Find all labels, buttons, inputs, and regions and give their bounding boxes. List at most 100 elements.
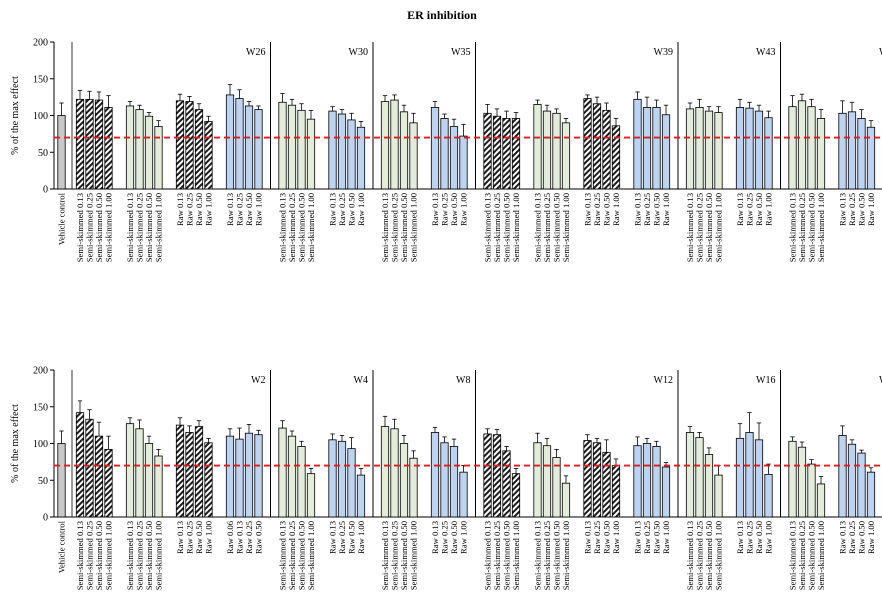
x-tick-label: Raw 0.13 [735, 521, 745, 554]
bar-w43-raw [764, 117, 773, 190]
bar-w39-raw-hatched [592, 103, 602, 190]
x-tick-label: Raw 1.00 [764, 521, 774, 554]
bar-w2-raw-hatched [185, 432, 194, 518]
x-tick-label: Semi-skimmed 0.13 [685, 193, 695, 262]
bar-w2-raw [235, 438, 244, 518]
x-tick-label: Raw 0.13 [633, 193, 643, 226]
x-tick-label: Semi-skimmed 0.50 [297, 193, 307, 262]
bar-w30-semi [278, 101, 287, 190]
bar-w8-raw [440, 442, 449, 518]
bar-w26-semi-hatched [75, 98, 85, 190]
x-tick-label: Raw 0.25 [592, 193, 602, 226]
x-tick-label: Semi-skimmed 0.50 [552, 193, 562, 262]
x-tick-label: Raw 0.50 [254, 521, 264, 554]
bar-w8-semi [409, 457, 418, 518]
x-tick-label: Semi-skimmed 0.25 [797, 193, 807, 262]
x-tick-label: Semi-skimmed 0.25 [85, 193, 95, 262]
x-tick-label: Raw 0.13 [328, 521, 338, 554]
bar-w21-semi [807, 463, 816, 518]
bar-w21-semi [797, 446, 807, 518]
x-tick-label: Semi-skimmed 1.00 [104, 521, 114, 590]
x-tick-label: Semi-skimmed 0.50 [807, 521, 817, 590]
x-tick-label: Raw 0.13 [838, 193, 848, 226]
y-tick-label: 50 [38, 476, 48, 487]
week-label-w16: W16 [756, 375, 775, 386]
bar-w48-raw [866, 126, 876, 190]
x-tick-label: Semi-skimmed 0.50 [297, 521, 307, 590]
x-tick-label: Semi-skimmed 1.00 [511, 521, 521, 590]
bar-w12-semi [561, 482, 571, 518]
bar-w21-raw [857, 452, 866, 518]
bar-w30-raw [337, 113, 347, 190]
x-tick-label: Semi-skimmed 1.00 [714, 193, 724, 262]
x-tick-label: Raw 0.25 [847, 521, 857, 554]
x-tick-label: Semi-skimmed 0.50 [399, 521, 409, 590]
x-tick-label: Semi-skimmed 0.50 [704, 521, 714, 590]
x-tick-label: Raw 1.00 [764, 193, 774, 226]
bar-w26-semi-hatched [94, 99, 104, 190]
x-tick-label: Raw 0.50 [857, 193, 867, 226]
x-tick-label: Semi-skimmed 0.13 [483, 521, 493, 590]
y-tick-label: 100 [33, 111, 48, 122]
x-tick-label: Semi-skimmed 0.50 [807, 193, 817, 262]
bar-w12-semi-hatched [502, 450, 511, 518]
x-tick-label: Raw 1.00 [611, 193, 621, 226]
x-tick-label: Raw 1.00 [661, 193, 671, 226]
bar-w2-semi-hatched [104, 448, 113, 518]
bar-w4-semi [306, 473, 316, 518]
bar-w48-semi [797, 100, 807, 190]
bar-w16-raw [754, 439, 764, 518]
x-tick-label: Semi-skimmed 0.13 [278, 193, 288, 262]
bar-w26-semi [154, 126, 163, 190]
bar-w12-semi [533, 442, 542, 518]
bar-w21-semi [816, 483, 826, 518]
bar-w26-semi [144, 115, 154, 190]
bar-w35-raw [459, 135, 468, 190]
x-tick-label: Raw 0.50 [244, 193, 254, 226]
bar-w4-raw [347, 448, 356, 518]
bar-w12-semi [542, 445, 552, 518]
bar-w26-raw-hatched [175, 100, 185, 190]
bar-w2-semi [144, 443, 154, 518]
bar-w8-semi [399, 443, 409, 518]
bar-w26-semi [125, 105, 135, 190]
bar-w16-raw [764, 473, 773, 518]
x-tick-label: Semi-skimmed 0.13 [125, 193, 135, 262]
x-tick-label: Semi-skimmed 0.13 [278, 521, 288, 590]
bar-vehicle-control [57, 115, 66, 190]
bar-w2-semi-hatched [85, 418, 94, 518]
y-axis-label: % of the max effect [10, 404, 21, 483]
x-tick-label: Semi-skimmed 0.25 [390, 521, 400, 590]
bar-w26-raw [235, 98, 244, 190]
x-tick-label: Raw 0.25 [185, 521, 195, 554]
bar-w43-semi [685, 108, 695, 190]
x-tick-label: Raw 1.00 [611, 521, 621, 554]
x-tick-label: Raw 0.50 [602, 521, 612, 554]
bar-w21-semi [788, 440, 797, 518]
bar-w8-semi [380, 426, 390, 518]
bar-w39-semi-hatched [483, 112, 492, 190]
x-tick-label: Semi-skimmed 1.00 [816, 193, 826, 262]
bar-w39-semi [533, 104, 542, 190]
y-tick-label: 0 [43, 185, 48, 196]
x-tick-label: Semi-skimmed 0.50 [704, 193, 714, 262]
y-tick-label: 0 [43, 513, 48, 524]
bar-w39-raw-hatched [602, 109, 611, 190]
bar-w39-semi [542, 110, 552, 190]
bar-w30-semi [287, 104, 297, 190]
week-label-w8: W8 [456, 375, 470, 386]
x-tick-label: Raw 1.00 [459, 193, 469, 226]
x-tick-label: Raw 1.00 [459, 521, 469, 554]
bar-w2-raw-hatched [175, 424, 185, 518]
x-tick-label: Semi-skimmed 1.00 [154, 521, 164, 590]
x-tick-label: Raw 1.00 [254, 193, 264, 226]
bar-w35-semi [390, 99, 399, 190]
bar-w43-raw [745, 107, 754, 190]
bar-w35-raw [440, 118, 449, 190]
x-tick-label: Raw 0.13 [175, 521, 185, 554]
bar-w48-semi [816, 118, 826, 190]
x-tick-label: Raw 0.25 [337, 193, 347, 226]
x-tick-label: Semi-skimmed 0.25 [135, 521, 145, 590]
x-tick-label: Semi-skimmed 0.13 [75, 521, 85, 590]
